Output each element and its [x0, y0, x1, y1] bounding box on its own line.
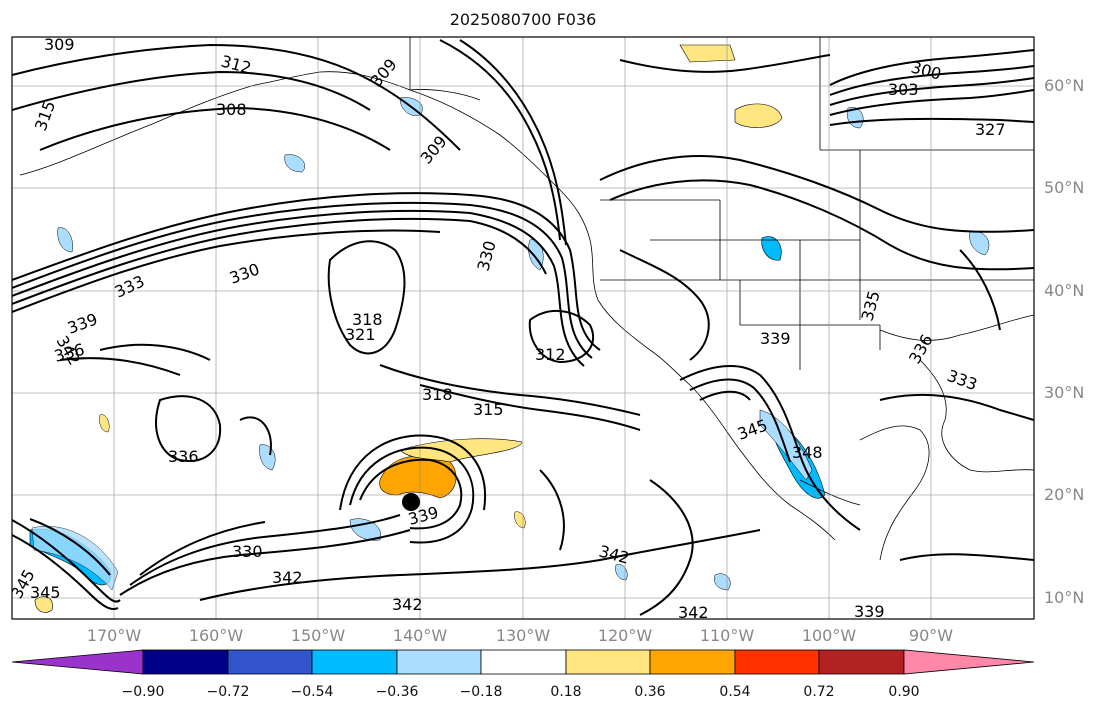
- colorbar-tick-label: −0.54: [290, 684, 334, 700]
- lon-label: 120°W: [597, 626, 653, 645]
- lon-label: 140°W: [392, 626, 448, 645]
- contour-label: 315: [473, 400, 504, 419]
- shading-lightblue-9: [615, 564, 628, 581]
- contour-label: 318: [352, 310, 383, 329]
- colorbar-tick-label: −0.18: [459, 684, 503, 700]
- colorbar-segment: [311, 649, 398, 675]
- contour-label: 312: [535, 345, 566, 364]
- contour-label: 308: [216, 100, 247, 119]
- lat-label: 10°N: [1044, 588, 1085, 607]
- shading-yellow-pac: [514, 511, 526, 529]
- colorbar-segment: [734, 649, 820, 675]
- colorbar-arrow-right: [903, 649, 1035, 675]
- lat-label: 20°N: [1044, 485, 1085, 504]
- colorbar-segment: [818, 649, 905, 675]
- lon-label: 110°W: [699, 626, 755, 645]
- colorbar-segment: [649, 649, 736, 675]
- colorbar-tick-label: −0.90: [121, 684, 165, 700]
- colorbar-segment: [480, 649, 567, 675]
- contour-label: 303: [888, 80, 919, 99]
- lat-label: 50°N: [1044, 178, 1085, 197]
- colorbar-tick-label: 0.18: [550, 684, 582, 700]
- shading-yellow-se: [34, 596, 53, 613]
- colorbar-segment: [142, 649, 229, 675]
- shading-lightblue-10: [714, 573, 731, 591]
- shading-patches: [29, 44, 990, 613]
- contour-label: 327: [975, 120, 1006, 139]
- colorbar-segment: [565, 649, 651, 675]
- contour-label: 318: [422, 385, 453, 404]
- lon-label: 150°W: [290, 626, 346, 645]
- contour-label: 342: [272, 568, 303, 587]
- colorbar-tick-label: 0.54: [719, 684, 751, 700]
- shading-lightblue-sw: [31, 526, 119, 591]
- shading-lightblue-5: [349, 518, 382, 541]
- contour-label: 336: [168, 447, 199, 466]
- lat-label: 40°N: [1044, 281, 1085, 300]
- shading-lightblue-1: [57, 227, 73, 253]
- contour-label: 342: [678, 603, 709, 622]
- map-title: 2025080700 F036: [449, 10, 597, 29]
- shading-yellow-north: [679, 44, 736, 63]
- low-center-marker: [402, 493, 420, 511]
- shading-lightblue-3: [284, 154, 306, 173]
- lon-label: 130°W: [495, 626, 551, 645]
- contour-lines: [12, 39, 1034, 616]
- contour-label: 342: [392, 595, 423, 614]
- shading-blue-rockies: [761, 236, 782, 261]
- lon-label: 170°W: [86, 626, 142, 645]
- shading-yellow-pac2: [99, 414, 110, 433]
- contour-label: 330: [232, 542, 263, 561]
- contour-label: 339: [854, 602, 885, 621]
- contour-label: 348: [792, 443, 823, 462]
- colorbar-tick-label: −0.36: [375, 684, 419, 700]
- lat-label: 60°N: [1044, 76, 1085, 95]
- lat-label: 30°N: [1044, 383, 1085, 402]
- colorbar-segment: [396, 649, 482, 675]
- contour-label: 339: [760, 329, 791, 348]
- lon-label: 90°W: [908, 626, 954, 645]
- lon-label: 160°W: [188, 626, 244, 645]
- contour-label: 321: [345, 325, 376, 344]
- contour-label: 345: [30, 583, 61, 602]
- colorbar-tick-label: −0.72: [206, 684, 250, 700]
- colorbar-tick-label: 0.90: [888, 684, 920, 700]
- shading-lightblue-8: [969, 231, 990, 256]
- colorbar-tick-label: 0.36: [634, 684, 666, 700]
- shading-yellow-canada: [734, 103, 783, 128]
- map-frame: [11, 36, 1035, 620]
- contour-label: 309: [44, 35, 75, 54]
- lon-label: 100°W: [801, 626, 857, 645]
- colorbar-segment: [227, 649, 313, 675]
- colorbar-tick-label: 0.72: [803, 684, 835, 700]
- colorbar-arrow-left: [11, 649, 144, 675]
- colorbar: [11, 649, 1035, 675]
